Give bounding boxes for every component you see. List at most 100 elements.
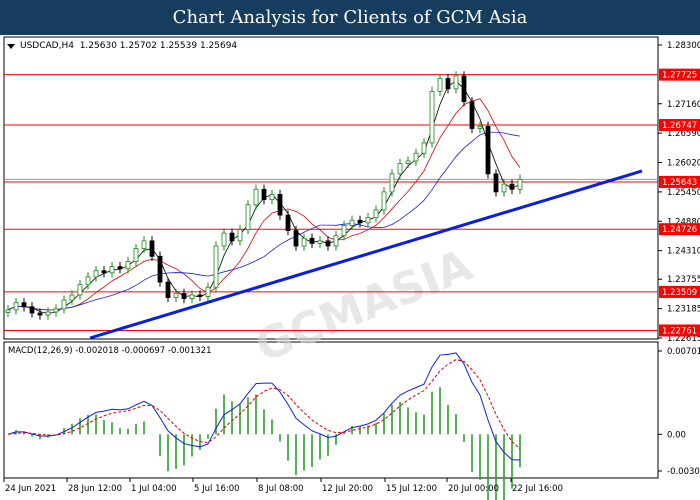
candle — [221, 232, 227, 247]
level-label: 1.22761 — [662, 326, 697, 336]
candle — [373, 209, 379, 219]
candle — [469, 101, 475, 129]
candle — [285, 214, 291, 231]
candle — [413, 152, 419, 162]
candle — [165, 281, 171, 298]
macd-label: MACD(12,26,9) -0.002018 -0.000697 -0.001… — [8, 346, 212, 356]
candle — [133, 248, 139, 262]
candle — [205, 286, 211, 297]
candle — [93, 270, 99, 278]
candle — [341, 224, 347, 237]
time-tick-label: 5 Jul 16:00 — [194, 484, 240, 494]
candle — [381, 191, 387, 211]
price-tick-label: 1.25450 — [667, 188, 700, 198]
candle — [109, 266, 115, 274]
candle — [389, 173, 395, 193]
candle — [229, 232, 235, 242]
symbol-name: USDCAD,H4 — [20, 41, 74, 51]
candle — [485, 126, 491, 175]
level-badge — [659, 68, 700, 81]
level-label: 1.26747 — [662, 121, 697, 131]
candle — [509, 183, 515, 190]
candle — [429, 90, 435, 144]
trendline — [89, 169, 643, 340]
candle — [333, 235, 339, 247]
dropdown-triangle-icon[interactable] — [7, 44, 15, 49]
candle — [101, 270, 107, 274]
candle — [269, 194, 275, 201]
page-title: Chart Analysis for Clients of GCM Asia — [0, 0, 700, 35]
candle — [213, 245, 219, 288]
price-tick-label: 1.26590 — [667, 129, 700, 139]
candle — [317, 240, 323, 244]
candle — [157, 255, 163, 283]
price-tick-label: 1.26020 — [667, 159, 700, 169]
time-tick-label: 1 Jul 04:00 — [131, 484, 177, 494]
candle — [189, 294, 195, 299]
candle — [29, 306, 35, 314]
time-tick-label: 24 Jun 2021 — [5, 484, 56, 494]
candle — [421, 142, 427, 154]
level-badge — [659, 285, 700, 298]
price-tick-label: 1.23755 — [667, 275, 700, 285]
candle — [245, 204, 251, 230]
candle — [253, 188, 259, 206]
candle — [197, 294, 203, 297]
candle — [77, 284, 83, 296]
macd-tick-label: 0.00 — [667, 430, 686, 440]
candle — [13, 302, 19, 311]
candle — [405, 160, 411, 164]
candle — [117, 266, 123, 270]
moving-average-line — [7, 131, 521, 311]
level-badge — [659, 175, 700, 188]
time-tick-label: 28 Jun 12:00 — [68, 484, 122, 494]
candle — [37, 312, 43, 316]
level-label: 1.24726 — [662, 225, 697, 235]
macd-tick-label: -0.00309 — [667, 467, 700, 477]
candle — [181, 293, 187, 299]
candle — [237, 229, 243, 242]
macd-main-line — [7, 352, 521, 461]
candle — [325, 240, 331, 247]
price-tick-label: 1.27160 — [667, 100, 700, 110]
candle — [141, 240, 147, 249]
price-tick-label: 1.22615 — [667, 334, 700, 344]
macd-panel — [3, 341, 659, 479]
candle — [349, 219, 355, 226]
candle — [501, 183, 507, 193]
candle — [365, 217, 371, 224]
level-badge — [659, 223, 700, 236]
time-tick-label: 22 Jul 16:00 — [512, 484, 563, 494]
candle — [125, 261, 131, 270]
candle — [149, 240, 155, 257]
candle — [301, 237, 307, 247]
candle — [173, 293, 179, 298]
symbol-label: USDCAD,H4 1.25630 1.25702 1.25539 1.2569… — [20, 41, 237, 51]
candle — [85, 276, 91, 286]
candle — [45, 311, 51, 316]
candle — [309, 237, 315, 244]
moving-average-line — [7, 98, 521, 311]
price-tick-label: 1.23185 — [667, 305, 700, 315]
ohlc-values: 1.25630 1.25702 1.25539 1.25694 — [79, 41, 238, 51]
candle — [277, 194, 283, 216]
candle — [293, 230, 299, 247]
candle — [445, 78, 451, 90]
level-label: 1.27725 — [662, 71, 697, 81]
level-label: 1.23509 — [662, 288, 697, 298]
candle — [53, 308, 59, 313]
candle — [61, 299, 67, 310]
candle — [437, 78, 443, 92]
candle — [261, 188, 267, 201]
price-tick-label: 1.28300 — [667, 41, 700, 51]
level-badge — [659, 324, 700, 337]
candle — [69, 294, 75, 301]
macd-tick-label: 0.00701 — [667, 347, 700, 357]
price-panel — [3, 36, 659, 340]
level-label: 1.25643 — [662, 178, 697, 188]
candle — [477, 126, 483, 129]
candle — [21, 302, 27, 308]
time-tick-label: 15 Jul 12:00 — [386, 484, 437, 494]
price-tick-label: 1.24880 — [667, 217, 700, 227]
